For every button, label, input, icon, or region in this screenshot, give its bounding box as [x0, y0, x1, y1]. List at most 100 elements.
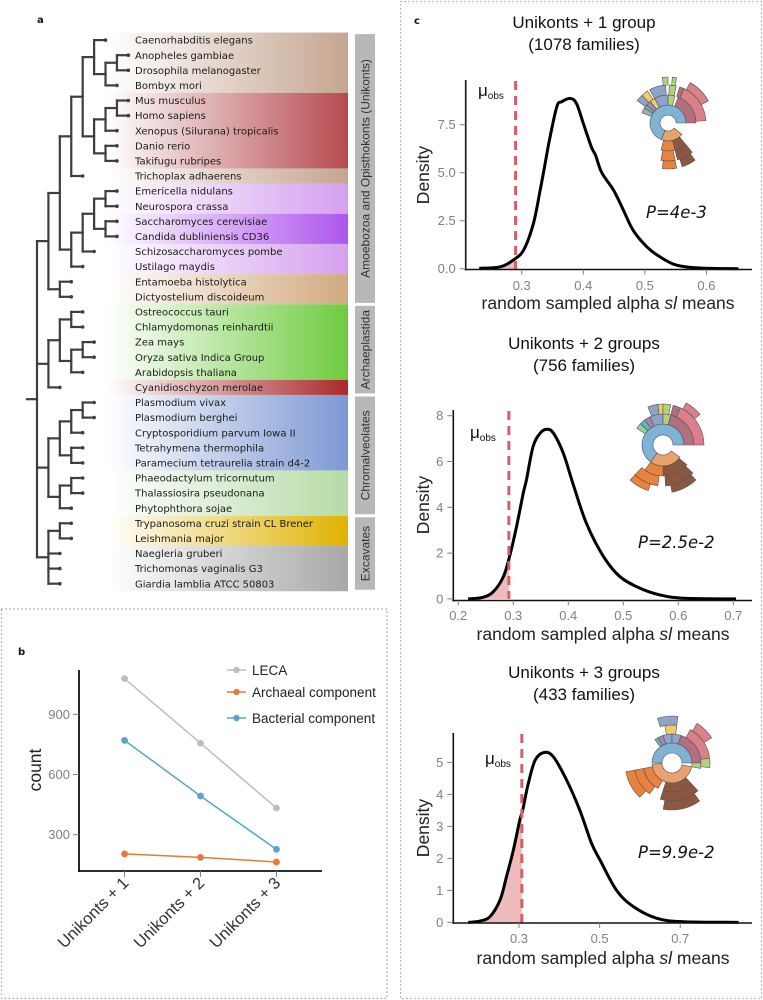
clade-band	[107, 470, 348, 516]
supergroup-bar	[355, 517, 375, 590]
plot-subtitle: (433 families)	[533, 685, 635, 704]
clade-band	[107, 515, 348, 546]
x-tick-label: 0.6	[669, 608, 687, 623]
sunburst-segment	[649, 84, 667, 99]
supergroup-bar	[355, 34, 375, 303]
data-point	[273, 858, 280, 866]
x-tick-label: 0.5	[636, 278, 654, 293]
sunburst-segment	[641, 90, 654, 104]
x-tick-label: 0.5	[614, 608, 632, 623]
clade-band	[107, 92, 348, 169]
plot-area: 0 2 4 6 8 0.2 0.3 0.4 0.5 0.6 0.7	[436, 402, 752, 623]
plot-title: Unikonts + 2 groups	[508, 334, 660, 353]
sunburst-segment	[657, 735, 667, 746]
sunburst-segment	[661, 76, 669, 86]
observed-mean-label: μobs	[478, 81, 504, 102]
x-tick-label: 0.6	[697, 278, 715, 293]
supergroup-bar	[355, 305, 375, 394]
x-axis-title: random sampled alpha sl means	[477, 624, 730, 644]
x-tick-label: 0.7	[724, 608, 742, 623]
tail-area	[468, 813, 522, 923]
supergroup-bar	[355, 396, 375, 515]
species-label: Leishmania major	[135, 534, 225, 545]
species-label: Tetrahymena thermophila	[134, 443, 264, 454]
legend-label: LECA	[252, 663, 287, 678]
y-tick-label: 4	[436, 500, 443, 515]
sunburst-segment	[625, 769, 647, 798]
sunburst-segment	[671, 76, 677, 87]
species-label: Emericella nidulans	[135, 187, 233, 198]
y-tick-label: 0	[436, 915, 443, 930]
clade-color-bands	[107, 32, 348, 592]
tail-area	[468, 558, 509, 599]
data-point	[121, 675, 128, 683]
panel-c-border	[399, 0, 763, 1000]
data-point	[121, 737, 128, 744]
species-label: Giardia lamblia ATCC 50803	[135, 579, 274, 590]
series	[121, 675, 280, 866]
sunburst-segment	[667, 94, 676, 106]
y-tick-label: 6	[436, 454, 443, 469]
species-label: Schizosaccharomyces pombe	[135, 247, 283, 258]
species-label: Cryptosporidium parvum Iowa II	[135, 428, 296, 439]
species-label: Mus musculus	[135, 96, 206, 107]
density-plot-3: Unikonts + 3 groups (433 families) Densi…	[413, 663, 752, 968]
p-value-label: P=2.5e-2	[638, 533, 715, 552]
y-tick-label: 300	[48, 827, 70, 842]
plot-area: 0 1 2 3 4 5 0.3 0.5 0.7	[436, 715, 752, 946]
species-label: Arabidopsis thaliana	[135, 368, 237, 379]
supergroup-labels: Amoebozoa and Opisthokonts (Unikonts) Arc…	[355, 34, 375, 590]
species-label: Xenopus (Silurana) tropicalis	[135, 126, 278, 137]
density-curve	[468, 750, 739, 924]
density-curve	[467, 427, 737, 601]
supergroup-label: Excavates	[359, 526, 373, 581]
observed-mean-label: μobs	[470, 423, 496, 444]
y-tick-label: 600	[48, 767, 70, 782]
species-labels: Caenorhabditis elegans Anopheles gambiae D…	[134, 36, 314, 591]
x-tick-label: 0.4	[559, 608, 577, 623]
sunburst-segment	[682, 402, 701, 420]
supergroup-label: Amoebozoa and Opisthokonts (Unikonts)	[359, 59, 373, 278]
species-label: Ustilago maydis	[135, 262, 215, 273]
plot-subtitle: (1078 families)	[528, 35, 640, 54]
species-label: Danio rerio	[135, 141, 190, 152]
y-tick-label: 8	[436, 408, 443, 423]
sunburst-segment	[657, 403, 664, 415]
plot-subtitle: (756 families)	[533, 356, 635, 375]
legend-item: Archaeal component	[227, 685, 376, 700]
species-label: Thalassiosira pseudonana	[134, 489, 265, 500]
sunburst-segment	[629, 474, 651, 492]
legend-item: LECA	[227, 663, 287, 678]
x-tick-label: 0.5	[591, 931, 609, 946]
species-label: Oryza sativa Indica Group	[135, 353, 264, 364]
y-tick-label: 900	[48, 707, 70, 722]
data-point	[197, 853, 204, 861]
legend-label: Archaeal component	[252, 685, 376, 700]
sunburst-inset	[629, 402, 705, 493]
phylogenetic-tree	[25, 38, 131, 586]
x-tick-label: 0.3	[510, 931, 528, 946]
plot-title: Unikonts + 1 group	[512, 13, 655, 32]
sunburst-segment	[641, 107, 654, 117]
sunburst-segment	[639, 419, 652, 432]
species-label: Plasmodium berghei	[135, 413, 237, 424]
x-tick-label: 0.2	[449, 608, 467, 623]
p-value-label: P=4e-3	[646, 203, 707, 222]
observed-mean-label: μobs	[485, 749, 511, 770]
y-tick-label: 3	[436, 819, 443, 834]
supergroup-label: Archaeplastida	[359, 310, 373, 390]
clade-band	[107, 304, 348, 380]
x-tick-label: Unikonts + 1	[54, 874, 132, 952]
y-tick-label: 7.5	[438, 117, 456, 132]
clade-band	[107, 545, 348, 592]
clade-band	[107, 394, 348, 471]
sunburst-segment	[676, 86, 685, 99]
data-point	[273, 804, 280, 812]
x-tick-label: Unikonts + 2	[130, 874, 208, 952]
sunburst-segment	[691, 762, 702, 769]
sunburst-segment	[679, 153, 696, 168]
y-tick-label: 2	[436, 546, 443, 561]
species-label: Drosophila melanogaster	[135, 66, 262, 77]
species-label: Trichomonas vaginalis G3	[134, 564, 263, 575]
